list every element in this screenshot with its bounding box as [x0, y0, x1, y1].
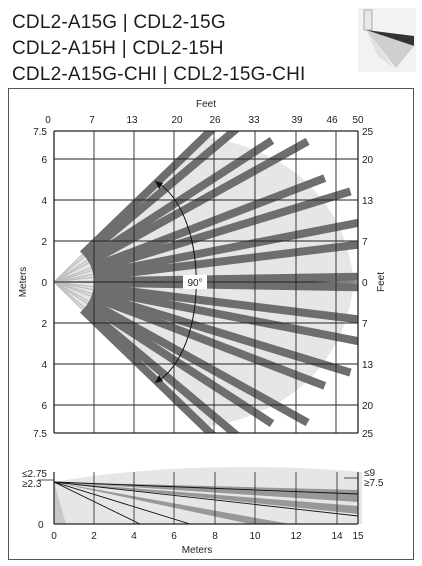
side-beam	[54, 482, 290, 524]
side-view: 0 2 4 6 8 10 12 14 15 Meters ≤2.75 ≥2.3 0 ≤9 ≥7.…	[22, 467, 384, 556]
left-tick-label: 4	[41, 360, 47, 371]
left-tick-label: 0	[41, 278, 47, 289]
title-line-2: CDL2-A15H | CDL2-15H	[12, 38, 224, 59]
side-x-tick-label: 0	[51, 531, 57, 542]
beam-origin-ray	[54, 281, 92, 297]
left-axis-title: Meters	[18, 267, 29, 298]
side-beam	[54, 482, 358, 514]
side-left-label-zero: 0	[38, 520, 44, 531]
side-beam-near	[54, 482, 66, 524]
side-beam	[54, 482, 358, 502]
detection-beam	[93, 282, 358, 324]
top-tick-label: 26	[209, 115, 221, 126]
left-tick-label: 7.5	[33, 429, 47, 440]
side-x-tick-labels: 0 2 4 6 8 10 12 14 15	[51, 531, 364, 542]
detection-beam	[87, 297, 310, 427]
top-view: 90° Feet 0 7 13 20 26 33 39 46 50 7.564202467.5 …	[18, 99, 387, 440]
detection-beam	[89, 174, 327, 272]
detection-beam	[91, 289, 352, 377]
detection-beam	[93, 278, 358, 292]
side-x-axis-title: Meters	[182, 545, 213, 556]
top-tick-label: 0	[45, 115, 51, 126]
side-right-label-max: ≤9	[364, 468, 375, 479]
side-x-tick-label: 15	[352, 531, 364, 542]
product-title: CDL2-A15G | CDL2-15G CDL2-A15H | CDL2-15…	[12, 10, 306, 88]
beam-origin-ray	[54, 262, 90, 283]
detection-beam	[79, 131, 217, 258]
detection-beam	[87, 137, 310, 267]
side-left-label-min: ≥2.3	[22, 479, 42, 490]
side-right-label-min: ≥7.5	[364, 478, 384, 489]
side-beam-edge	[54, 481, 141, 524]
side-beam-group	[54, 481, 358, 524]
side-x-tick-label: 4	[131, 531, 137, 542]
detection-beam	[91, 187, 352, 275]
side-x-tick-label: 12	[290, 531, 302, 542]
title-line-1: CDL2-A15G | CDL2-15G	[12, 12, 226, 33]
detection-beam	[79, 306, 217, 433]
top-grid	[53, 130, 359, 434]
beam-origin-ray	[54, 281, 88, 305]
right-tick-labels: 25 20 13 7 0 7 13 20 25	[362, 127, 374, 440]
right-tick-label: 7	[362, 319, 368, 330]
left-tick-label: 4	[41, 196, 47, 207]
detection-beam	[92, 218, 358, 279]
side-x-tick-label: 8	[212, 531, 218, 542]
right-tick-label: 20	[362, 155, 374, 166]
right-tick-label: 0	[362, 278, 368, 289]
left-tick-label: 6	[41, 155, 47, 166]
side-left-label-max: ≤2.75	[22, 469, 47, 480]
side-x-tick-label: 10	[249, 531, 261, 542]
right-tick-label: 25	[362, 127, 374, 138]
top-tick-label: 50	[352, 115, 364, 126]
top-tick-label: 7	[89, 115, 95, 126]
beam-origin-ray	[54, 281, 84, 311]
angle-arrow-down	[155, 375, 163, 383]
right-tick-label: 20	[362, 401, 374, 412]
left-tick-label: 7.5	[33, 127, 47, 138]
top-tick-labels: 0 7 13 20 26 33 39 46 50	[45, 115, 364, 126]
angle-arrow-up	[155, 181, 163, 189]
left-tick-label: 2	[41, 237, 47, 248]
right-tick-label: 7	[362, 237, 368, 248]
right-tick-label: 25	[362, 429, 374, 440]
right-tick-label: 13	[362, 196, 374, 207]
side-x-tick-label: 6	[171, 531, 177, 542]
left-tick-labels: 7.5 6 4 2 0 2 4 6 7.5	[33, 127, 47, 440]
top-tick-label: 39	[291, 115, 303, 126]
coverage-angle-label: 90°	[187, 278, 202, 289]
beam-origin-ray	[54, 281, 94, 291]
beam-origin-ray	[54, 255, 86, 283]
title-line-3: CDL2-A15G-CHI | CDL2-15G-CHI	[12, 64, 306, 85]
side-beam-edge	[54, 481, 191, 524]
detection-beam	[82, 131, 241, 260]
side-x-tick-label: 2	[91, 531, 97, 542]
beam-origin-ray	[54, 269, 93, 283]
right-axis-title: Feet	[376, 272, 387, 292]
beam-group	[54, 131, 358, 433]
left-tick-label: 2	[41, 319, 47, 330]
beam-origin-ray	[54, 276, 94, 283]
side-beam-edge	[54, 481, 358, 495]
detection-beam	[82, 304, 241, 433]
detector-mounting-thumbnail	[358, 8, 416, 72]
top-tick-label: 46	[326, 115, 338, 126]
top-tick-label: 13	[126, 115, 138, 126]
side-grid	[38, 472, 359, 525]
detection-beam	[93, 240, 358, 282]
side-x-tick-label: 14	[331, 531, 343, 542]
coverage-diagram-frame	[8, 88, 414, 560]
left-tick-label: 6	[41, 401, 47, 412]
detection-beam	[92, 285, 358, 346]
right-tick-label: 13	[362, 360, 374, 371]
detection-beam	[89, 292, 327, 390]
top-axis-title: Feet	[196, 99, 216, 110]
top-tick-label: 20	[171, 115, 183, 126]
side-beam-edge	[54, 481, 358, 517]
top-tick-label: 33	[248, 115, 260, 126]
